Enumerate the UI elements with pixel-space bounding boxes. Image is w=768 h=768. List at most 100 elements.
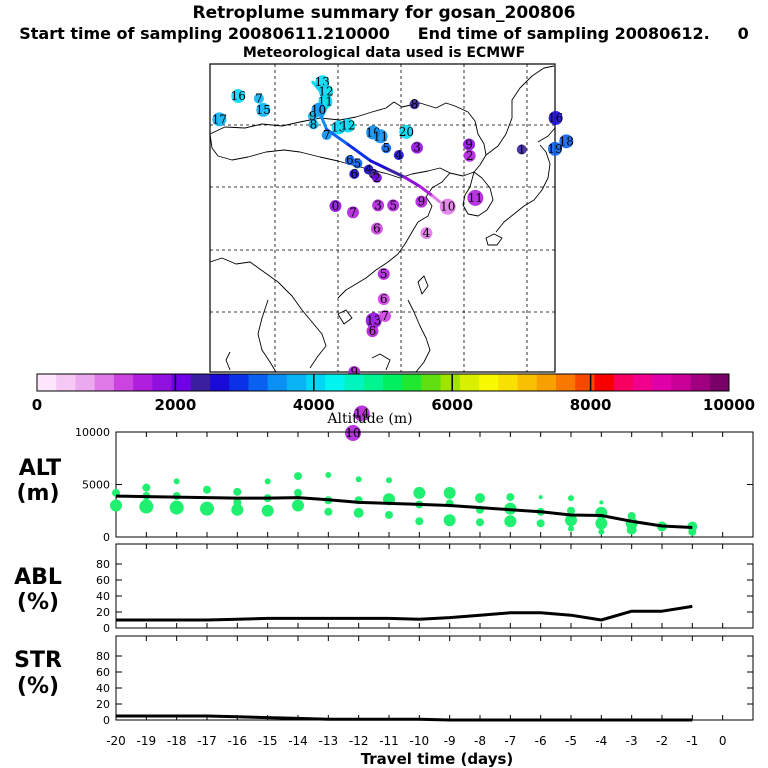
map-marker-dot xyxy=(321,130,332,141)
coastline-manchuria xyxy=(485,65,555,156)
map-marker-label: 5 xyxy=(389,198,397,212)
coastlines xyxy=(209,65,556,373)
x-tick-label: -10 xyxy=(410,734,430,748)
y-tick-label: 10000 xyxy=(75,426,110,439)
map-marker-label: 4 xyxy=(423,226,431,240)
map-marker-dot xyxy=(548,111,563,126)
colorbar-cell xyxy=(613,374,634,391)
colorbar-cell xyxy=(575,374,595,391)
coastline-korea xyxy=(462,171,494,217)
alt-line xyxy=(115,494,693,529)
y-tick-label: 5000 xyxy=(82,479,110,492)
coastline-japan-south xyxy=(485,233,503,246)
alt-y-ticks: 10000 5000 0 xyxy=(75,426,753,544)
x-tick-label: -17 xyxy=(197,734,217,748)
x-tick-label: -19 xyxy=(137,734,157,748)
colorbar-cell xyxy=(37,374,57,391)
colorbar-cell xyxy=(690,374,711,391)
colorbar-cell xyxy=(229,374,249,391)
colorbar-frame xyxy=(36,373,730,392)
x-axis-ticks: -20 -19 -18 -17 -16 -15 -14 -13 -12 -11 -10 -9 -8 -7-… xyxy=(106,734,726,748)
x-tick-label: -16 xyxy=(228,734,248,748)
coastline-borneo xyxy=(371,353,391,371)
x-tick-label: -15 xyxy=(258,734,278,748)
map-marker-dot xyxy=(373,129,388,144)
alt-scatter-point xyxy=(385,510,393,519)
x-tick-label: -3 xyxy=(626,734,638,748)
alt-scatter-point xyxy=(294,472,302,481)
str-ylabel-1: STR xyxy=(14,648,62,673)
alt-scatter-point xyxy=(538,495,543,500)
y-tick-label: 20 xyxy=(96,698,110,711)
alt-scatter-point xyxy=(443,486,456,499)
map-marker-label: 5 xyxy=(354,156,362,170)
abl-ylabel-1: ABL xyxy=(14,565,62,590)
y-tick-label: 40 xyxy=(96,682,110,695)
x-tick-label: -2 xyxy=(656,734,668,748)
colorbar-cell xyxy=(133,374,153,391)
map-marker-label: 2 xyxy=(466,149,474,163)
x-tick-label: -4 xyxy=(595,734,607,748)
alt-scatter-point xyxy=(139,499,154,514)
colorbar-cell xyxy=(190,374,211,391)
map-marker-dot xyxy=(548,141,562,156)
map-marker-label: 7 xyxy=(255,92,263,106)
map-marker-dot xyxy=(463,138,476,151)
trajectory-segment xyxy=(402,175,422,189)
x-tick-label: -13 xyxy=(319,734,339,748)
map-marker-label: 6 xyxy=(380,292,388,306)
coastline-east-china xyxy=(337,221,419,299)
map-marker-dot xyxy=(415,195,428,208)
x-tick-label: -12 xyxy=(349,734,369,748)
alt-scatter-point xyxy=(475,493,485,504)
map-marker-label: 12 xyxy=(318,85,333,99)
colorbar-cell xyxy=(171,374,192,391)
x-tick-label: 0 xyxy=(719,734,727,748)
x-tick-label: -7 xyxy=(504,734,516,748)
coastline-philippines xyxy=(407,299,431,373)
alt-scatter-point xyxy=(231,503,244,516)
y-tick-label: 0 xyxy=(103,531,110,544)
alt-scatter-point xyxy=(413,486,426,499)
map-marker-label: 9 xyxy=(350,365,358,379)
x-tick-label: -5 xyxy=(565,734,577,748)
map-marker-dot xyxy=(341,118,355,133)
map-marker-label: 7 xyxy=(349,205,357,219)
y-tick-label: 60 xyxy=(96,574,110,587)
coastline-japan-honshu xyxy=(495,144,551,233)
map-marker-dot xyxy=(370,222,383,235)
abl-frame xyxy=(115,543,754,629)
coastline-bohai xyxy=(417,172,451,223)
map-marker-dot xyxy=(409,99,420,110)
x-tick-label: -9 xyxy=(444,734,456,748)
map-marker-dot xyxy=(365,312,382,329)
map-marker-dot xyxy=(345,424,362,441)
x-tick-label: -11 xyxy=(379,734,399,748)
y-tick-label: 60 xyxy=(96,666,110,679)
alt-scatter-point xyxy=(567,506,575,515)
map-marker-label: 4 xyxy=(395,148,403,162)
map-marker-dot xyxy=(463,149,476,162)
colorbar-cell xyxy=(479,374,499,391)
series-line xyxy=(116,714,693,722)
map-marker-label: 17 xyxy=(212,112,227,126)
colorbar-label: Altitude (m) xyxy=(326,411,412,427)
map-marker-dot xyxy=(347,206,360,219)
alt-scatter-point xyxy=(294,488,302,497)
map-marker-label: 13 xyxy=(366,313,381,327)
colorbar-cell xyxy=(556,374,576,391)
x-tick-label: -14 xyxy=(288,734,308,748)
y-tick-label: 80 xyxy=(96,558,110,571)
alt-scatter-point xyxy=(536,519,545,528)
abl-ylabel-2: (%) xyxy=(17,590,59,615)
map-marker-label: 6 xyxy=(346,153,354,167)
x-tick-label: -1 xyxy=(686,734,698,748)
map-marker-label: 16 xyxy=(231,89,246,103)
map-marker-label: 5 xyxy=(380,267,388,281)
colorbar-cell xyxy=(671,374,691,391)
str-frame xyxy=(115,635,754,721)
colorbar-cell xyxy=(75,374,96,391)
trajectory-segment xyxy=(346,142,373,163)
